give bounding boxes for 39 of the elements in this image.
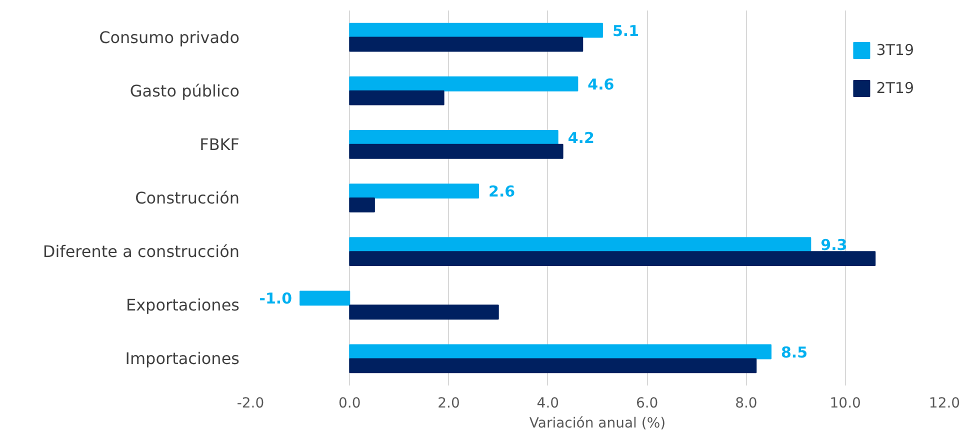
bar (349, 184, 480, 198)
x-tick-label: 6.0 (636, 396, 658, 412)
x-tick-label: 0.0 (338, 396, 361, 412)
bar (300, 290, 350, 306)
bar (349, 198, 375, 212)
y-tick-label: Construcción (135, 188, 240, 208)
bar (349, 237, 812, 252)
data-label: 2.6 (488, 182, 516, 201)
y-tick-label: Diferente a construcción (42, 242, 240, 262)
data-label: 4.6 (588, 75, 614, 94)
data-label: 9.3 (820, 236, 848, 254)
x-tick-label: 10.0 (830, 396, 861, 412)
bar (349, 344, 772, 360)
x-axis-title: Variación anual (%) (529, 416, 666, 432)
legend-label: 3T19 (876, 41, 914, 59)
bar (349, 22, 603, 38)
data-label: 4.2 (568, 128, 594, 147)
x-tick-label: 2.0 (438, 396, 460, 412)
bar (349, 130, 558, 145)
y-tick-label: FBKF (200, 134, 240, 154)
bar (349, 90, 444, 106)
bar (349, 36, 584, 52)
bar (349, 144, 564, 159)
bar (349, 358, 757, 374)
x-tick-label: -2.0 (236, 396, 264, 412)
data-label: 8.5 (781, 343, 808, 362)
bar (349, 304, 499, 320)
y-tick-label: Exportaciones (126, 296, 240, 315)
data-label: -1.0 (259, 290, 292, 308)
y-tick-label: Consumo privado (99, 28, 240, 47)
x-tick-label: 4.0 (536, 396, 560, 412)
y-tick-label: Importaciones (125, 349, 240, 368)
legend-label: 2T19 (876, 79, 914, 97)
x-tick-label: 8.0 (735, 396, 758, 412)
y-tick-label: Gasto público (130, 81, 240, 100)
bar (349, 76, 578, 92)
x-tick-label: 12.0 (928, 396, 960, 412)
data-label: 5.1 (612, 22, 640, 40)
bar (349, 251, 876, 266)
